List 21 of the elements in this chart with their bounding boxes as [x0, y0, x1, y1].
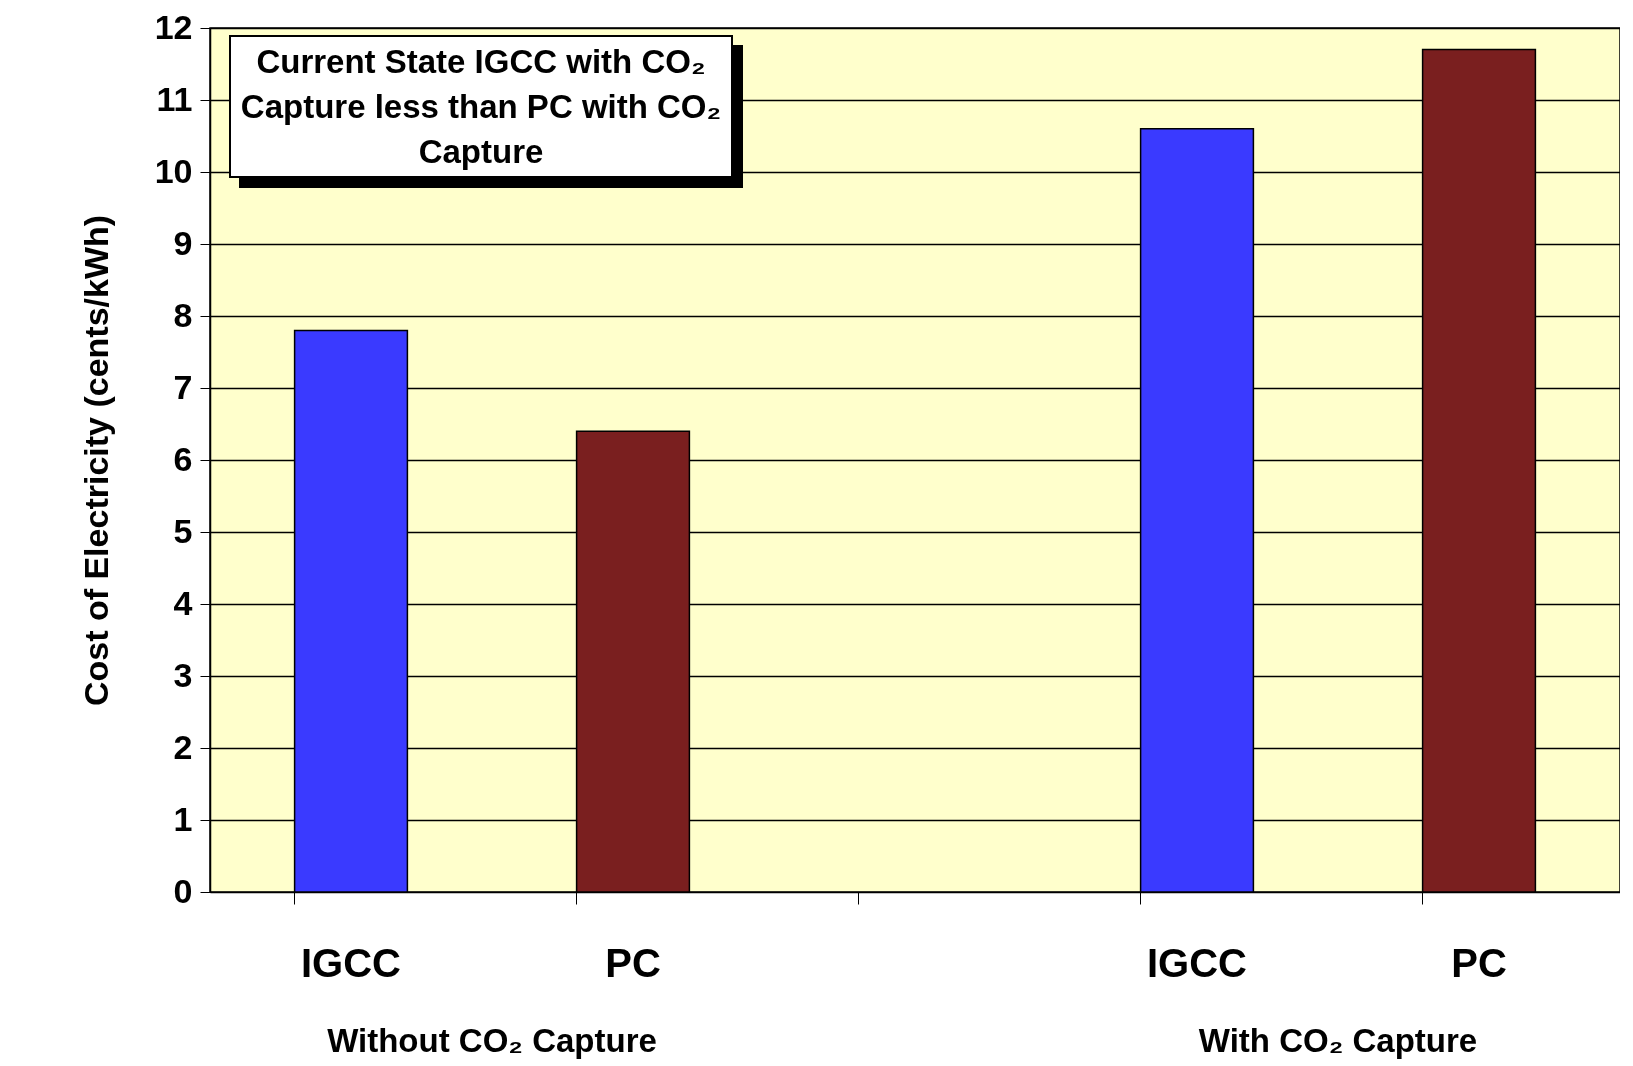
- y-tick-label: 6: [173, 439, 193, 478]
- y-tick-label: 0: [173, 871, 193, 910]
- x-tick-label: PC: [605, 940, 661, 985]
- y-tick-label: 2: [173, 727, 193, 766]
- x-tick-label: PC: [1451, 940, 1507, 985]
- y-tick-label: 4: [173, 583, 193, 622]
- x-tick-label: IGCC: [301, 940, 401, 985]
- y-tick-label: 9: [173, 223, 193, 262]
- y-axis-title: Cost of Electricity (cents/kWh): [76, 214, 115, 707]
- text: With CO₂ Capture: [1198, 1022, 1478, 1060]
- y-tick-label: 3: [173, 655, 193, 694]
- y-tick-label: 11: [156, 79, 193, 118]
- y-tick-label: 1: [173, 799, 193, 838]
- y-tick-label: 5: [173, 511, 193, 550]
- y-tick-label: 12: [154, 7, 193, 46]
- x-tick-label: IGCC: [1147, 940, 1247, 985]
- y-tick-label: 10: [154, 151, 193, 190]
- text: Without CO₂ Capture: [327, 1022, 657, 1060]
- y-tick-label: 8: [173, 295, 193, 334]
- y-tick-label: 7: [173, 367, 193, 406]
- annotation: Current State IGCC with CO₂ Capture less than PC with CO₂ Capture: [229, 35, 733, 178]
